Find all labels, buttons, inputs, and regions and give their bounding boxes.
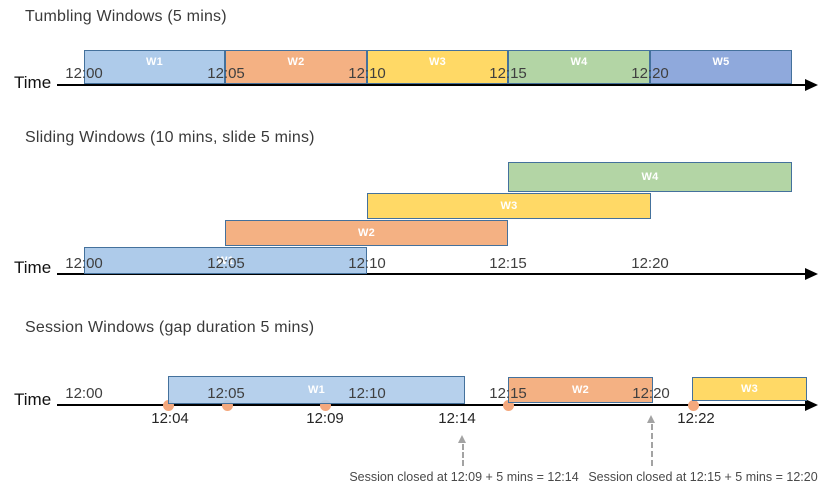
tumbling-window-box-w1: W1 xyxy=(84,50,225,84)
event-time-label: 12:09 xyxy=(306,410,344,427)
session-tick: 12:20 xyxy=(632,385,670,402)
session-window-box-w2: W2 xyxy=(508,377,653,403)
sliding-tick: 12:00 xyxy=(65,255,103,272)
tumbling-time-axis-label: Time xyxy=(14,73,52,92)
tumbling-axis-arrow-icon xyxy=(805,79,818,91)
tumbling-window-box-w4: W4 xyxy=(508,50,650,84)
window-label: W2 xyxy=(287,56,305,68)
sliding-window-box-w4: W4 xyxy=(508,162,792,192)
dashed-arrow-line xyxy=(462,444,464,466)
window-label: W1 xyxy=(145,56,164,68)
session-closed-annotation: Session closed at 12:09 + 5 mins = 12:14 xyxy=(349,470,579,484)
event-dot xyxy=(320,400,331,411)
sliding-tick: 12:05 xyxy=(207,255,245,272)
tumbling-tick: 12:00 xyxy=(65,65,103,82)
session-time-axis-label: Time xyxy=(14,390,52,409)
tumbling-tick: 12:05 xyxy=(207,65,245,82)
tumbling-window-box-w3: W3 xyxy=(367,50,508,84)
tumbling-tick: 12:20 xyxy=(631,65,669,82)
window-label: W4 xyxy=(641,171,659,183)
sliding-time-axis-label: Time xyxy=(14,258,52,277)
tumbling-window-box-w5: W5 xyxy=(650,50,792,84)
window-label: W2 xyxy=(357,227,376,239)
dashed-arrow-line xyxy=(651,424,653,466)
sliding-axis-arrow-icon xyxy=(805,268,818,280)
sliding-tick: 12:20 xyxy=(631,255,669,272)
session-tick: 12:05 xyxy=(207,385,245,402)
session-tick: 12:00 xyxy=(65,385,103,402)
session-tick: 12:10 xyxy=(348,385,386,402)
event-dot xyxy=(222,400,233,411)
window-label: W1 xyxy=(307,384,326,396)
event-dot xyxy=(688,400,699,411)
sliding-tick: 12:10 xyxy=(348,255,386,272)
window-label: W2 xyxy=(571,384,590,396)
tumbling-time-axis xyxy=(57,84,807,86)
event-time-label: 12:22 xyxy=(677,410,715,427)
dashed-arrow-up-icon xyxy=(647,415,655,423)
session-time-axis xyxy=(57,404,807,406)
sliding-window-box-w2: W2 xyxy=(225,220,508,246)
window-label: W4 xyxy=(570,56,588,68)
tumbling-window-box-w2: W2 xyxy=(225,50,367,84)
session-tick: 12:15 xyxy=(489,385,527,402)
session-closed-annotation: Session closed at 12:15 + 5 mins = 12:20 xyxy=(588,470,818,484)
event-time-label: 12:04 xyxy=(151,410,189,427)
sliding-window-box-w1: W1 xyxy=(84,247,367,274)
tumbling-tick: 12:10 xyxy=(348,65,386,82)
sliding-time-axis xyxy=(57,273,807,275)
sliding-tick: 12:15 xyxy=(489,255,527,272)
sliding-title: Sliding Windows (10 mins, slide 5 mins) xyxy=(25,129,315,146)
tumbling-title: Tumbling Windows (5 mins) xyxy=(25,8,227,25)
session-window-box-w1: W1 xyxy=(168,376,465,404)
event-dot xyxy=(163,400,174,411)
window-label: W1 xyxy=(216,254,235,267)
event-dot xyxy=(503,400,514,411)
sliding-window-box-w3: W3 xyxy=(367,193,651,219)
window-label: W3 xyxy=(740,383,759,395)
dashed-arrow-up-icon xyxy=(458,435,466,443)
window-label: W3 xyxy=(428,56,447,68)
window-label: W3 xyxy=(500,200,518,212)
window-label: W5 xyxy=(712,56,730,68)
session-title: Session Windows (gap duration 5 mins) xyxy=(25,319,315,336)
session-axis-arrow-icon xyxy=(805,399,818,411)
tumbling-tick: 12:15 xyxy=(489,65,527,82)
event-time-label: 12:14 xyxy=(438,410,476,427)
session-window-box-w3: W3 xyxy=(692,377,807,401)
